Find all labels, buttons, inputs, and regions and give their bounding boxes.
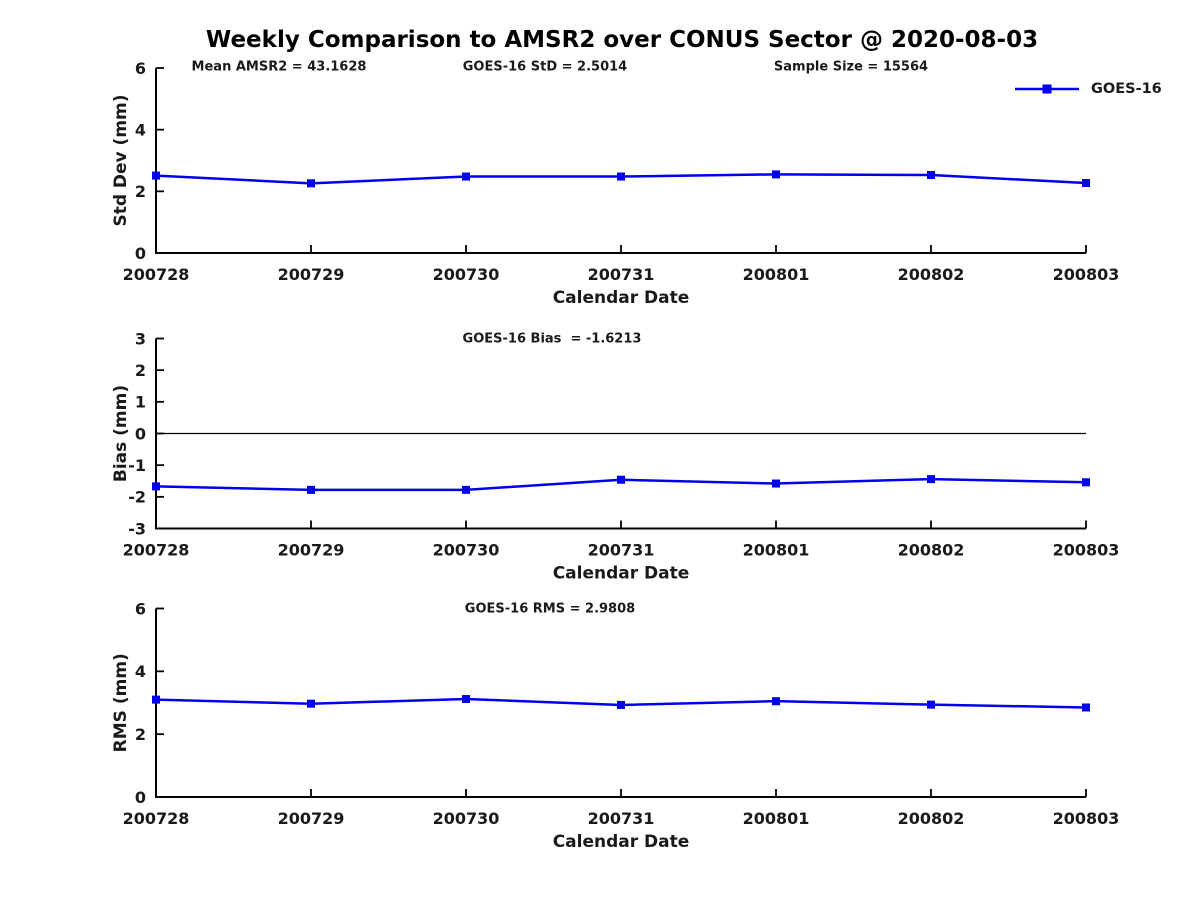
- y-tick-label: -2: [128, 488, 146, 507]
- x-tick-label: 200803: [1053, 265, 1120, 284]
- goes-16-marker: [307, 485, 315, 494]
- goes-16-marker: [772, 170, 780, 179]
- goes-16-marker: [1082, 478, 1090, 487]
- goes-16-marker: [1082, 703, 1090, 712]
- x-tick-label: 200731: [588, 809, 655, 828]
- goes-16-marker: [617, 172, 625, 181]
- y-tick-label: 4: [135, 120, 146, 139]
- x-axis-title: Calendar Date: [553, 832, 690, 852]
- x-tick-label: 200730: [433, 541, 500, 560]
- legend: GOES-16: [1013, 81, 1162, 97]
- goes-16-marker: [462, 485, 470, 494]
- y-tick-label: 4: [135, 662, 146, 681]
- annotation-goes16-bias: GOES-16 Bias = -1.6213: [462, 331, 642, 347]
- annotation-goes16-rms: GOES-16 RMS = 2.9808: [464, 601, 636, 617]
- goes-16-marker: [772, 479, 780, 488]
- goes-16-marker: [1082, 179, 1090, 188]
- goes-16-marker: [152, 695, 160, 704]
- annotation-mean-amsr2: Mean AMSR2 = 43.1628: [191, 59, 367, 75]
- goes-16-marker: [462, 694, 470, 703]
- x-tick-label: 200730: [433, 809, 500, 828]
- legend-square-marker-icon: [1042, 84, 1052, 94]
- y-tick-label: -3: [128, 519, 146, 538]
- x-tick-label: 200802: [898, 265, 965, 284]
- x-axis-title: Calendar Date: [553, 288, 690, 308]
- goes-16-marker: [927, 170, 935, 179]
- goes-16-marker: [307, 699, 315, 708]
- x-tick-label: 200728: [123, 541, 190, 560]
- x-tick-label: 200731: [588, 265, 655, 284]
- y-tick-label: 1: [135, 393, 146, 412]
- y-axis-title: RMS (mm): [111, 653, 131, 752]
- y-tick-label: 6: [135, 599, 146, 618]
- y-tick-label: 0: [135, 788, 146, 807]
- annotation-goes16-std: GOES-16 StD = 2.5014: [462, 59, 628, 75]
- y-tick-label: -1: [128, 456, 146, 475]
- y-tick-label: 2: [135, 725, 146, 744]
- x-axis-title: Calendar Date: [553, 564, 690, 584]
- x-tick-label: 200801: [743, 265, 810, 284]
- figure-title: Weekly Comparison to AMSR2 over CONUS Se…: [205, 27, 1039, 53]
- annotation-sample-size: Sample Size = 15564: [773, 59, 929, 75]
- x-tick-label: 200729: [278, 541, 345, 560]
- x-tick-label: 200803: [1053, 541, 1120, 560]
- goes-16-marker: [927, 475, 935, 484]
- goes-16-marker: [617, 475, 625, 484]
- y-tick-label: 6: [135, 59, 146, 78]
- y-tick-label: 0: [135, 424, 146, 443]
- x-tick-label: 200730: [433, 265, 500, 284]
- x-tick-label: 200729: [278, 809, 345, 828]
- goes-16-marker: [307, 179, 315, 188]
- x-tick-label: 200728: [123, 265, 190, 284]
- goes-16-marker: [772, 697, 780, 706]
- y-axis-title: Std Dev (mm): [111, 94, 131, 226]
- goes-16-marker: [462, 172, 470, 181]
- x-tick-label: 200803: [1053, 809, 1120, 828]
- goes-16-marker: [152, 482, 160, 491]
- y-tick-label: 2: [135, 361, 146, 380]
- y-axis-title: Bias (mm): [111, 385, 131, 482]
- stddev-subplot: 0 2 4 6 200728 200729 200730 200731 200801 200802…: [111, 59, 1119, 308]
- goes-16-marker: [927, 700, 935, 709]
- goes-16-marker: [152, 171, 160, 180]
- goes-16-marker: [617, 700, 625, 709]
- rms-subplot: 0 2 4 6 200728 200729 200730 200731 200801 200802…: [111, 599, 1119, 852]
- legend-label: GOES-16: [1091, 81, 1162, 97]
- y-tick-label: 3: [135, 329, 146, 348]
- y-tick-label: 2: [135, 182, 146, 201]
- x-tick-label: 200802: [898, 541, 965, 560]
- x-tick-label: 200802: [898, 809, 965, 828]
- x-tick-label: 200801: [743, 809, 810, 828]
- x-tick-label: 200731: [588, 541, 655, 560]
- legend-key: [1015, 84, 1079, 94]
- x-tick-label: 200728: [123, 809, 190, 828]
- x-tick-label: 200801: [743, 541, 810, 560]
- x-tick-label: 200729: [278, 265, 345, 284]
- y-tick-label: 0: [135, 244, 146, 263]
- bias-subplot: 3 2 1 0 -1 -2 -3 200728 200729 200730 200731 200801…: [111, 329, 1119, 583]
